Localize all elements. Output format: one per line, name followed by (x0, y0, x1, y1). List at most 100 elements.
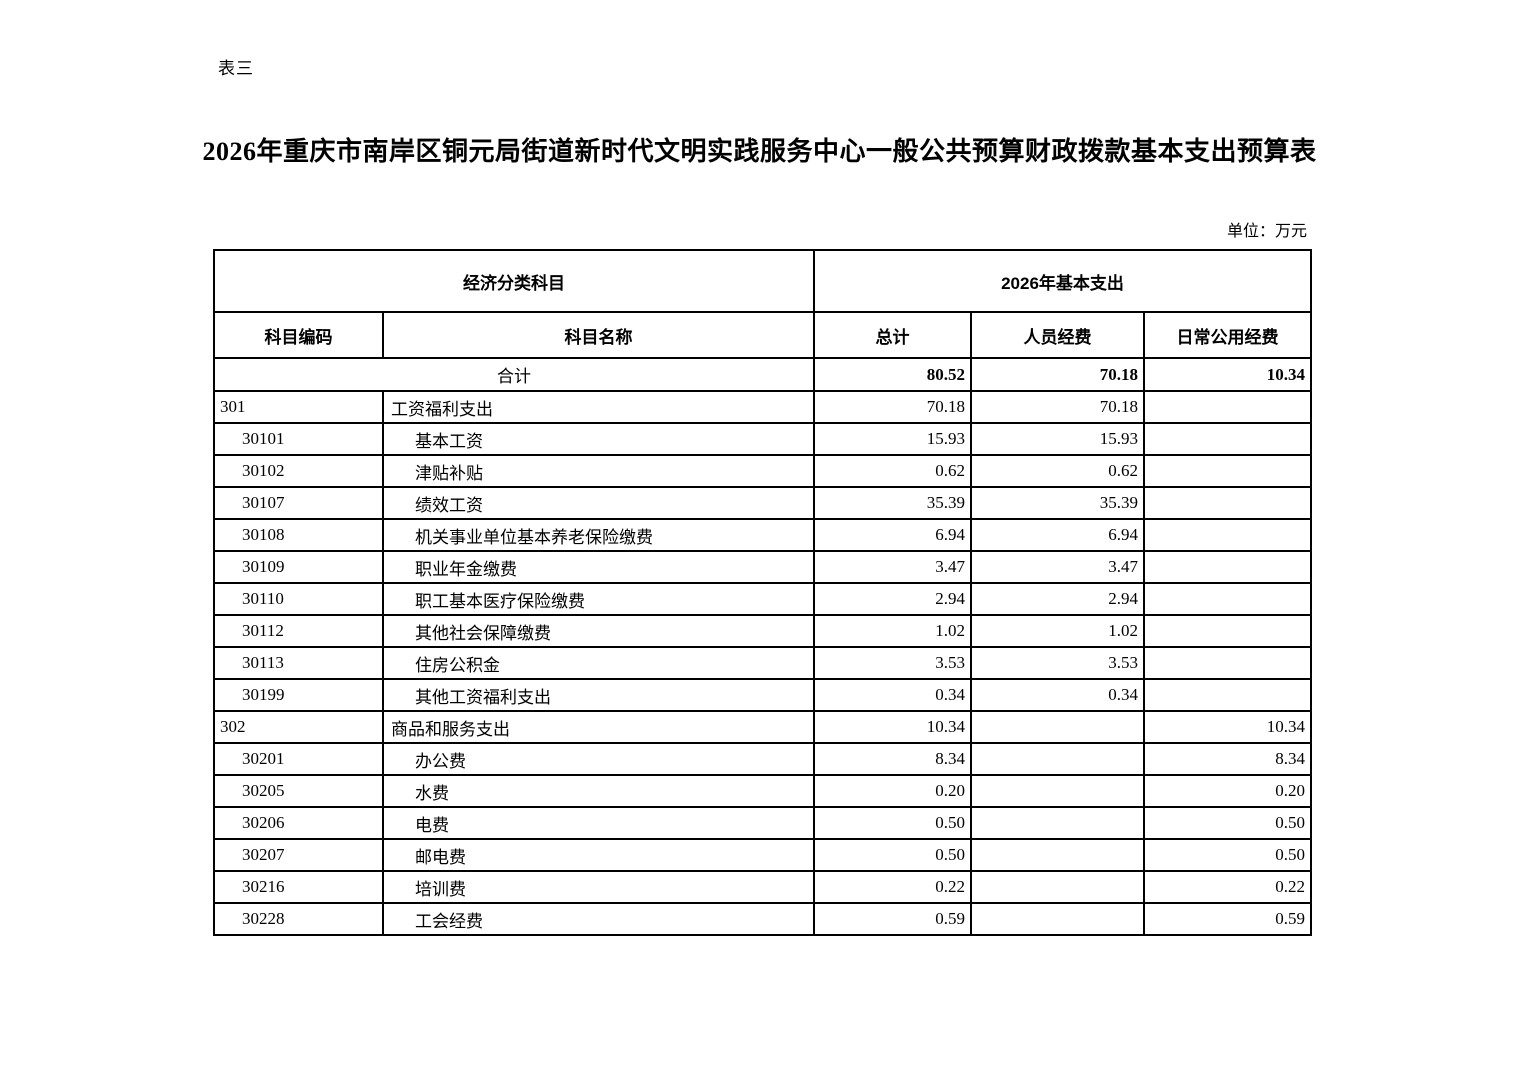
total-value: 0.59 (813, 902, 972, 936)
public-value (1143, 486, 1312, 520)
personnel-value: 2.94 (970, 582, 1145, 616)
subject-code: 30102 (213, 454, 384, 488)
table-row: 30113 住房公积金 3.53 3.53 (213, 646, 1312, 680)
total-value: 0.20 (813, 774, 972, 808)
personnel-value: 3.53 (970, 646, 1145, 680)
total-value: 70.18 (813, 390, 972, 424)
table-row: 30110 职工基本医疗保险缴费 2.94 2.94 (213, 582, 1312, 616)
subject-name: 绩效工资 (382, 486, 815, 520)
subject-code: 30206 (213, 806, 384, 840)
subject-code: 30107 (213, 486, 384, 520)
public-value (1143, 614, 1312, 648)
total-value: 8.34 (813, 742, 972, 776)
col-header-subject-name: 科目名称 (382, 311, 815, 359)
col-header-daily-public-expense: 日常公用经费 (1143, 311, 1312, 359)
total-value: 10.34 (813, 710, 972, 744)
page-title: 2026年重庆市南岸区铜元局街道新时代文明实践服务中心一般公共预算财政拨款基本支… (202, 137, 1317, 166)
total-value: 15.93 (813, 422, 972, 456)
header-economic-category: 经济分类科目 (213, 249, 815, 313)
table-row: 30207 邮电费 0.50 0.50 (213, 838, 1312, 872)
table-row: 30109 职业年金缴费 3.47 3.47 (213, 550, 1312, 584)
total-value: 3.47 (813, 550, 972, 584)
col-header-subject-code: 科目编码 (213, 311, 384, 359)
table-row: 30201 办公费 8.34 8.34 (213, 742, 1312, 776)
subject-name: 津贴补贴 (382, 454, 815, 488)
subject-code: 30109 (213, 550, 384, 584)
col-header-personnel-expense: 人员经费 (970, 311, 1145, 359)
subject-name: 基本工资 (382, 422, 815, 456)
subject-name: 职业年金缴费 (382, 550, 815, 584)
subject-code: 30201 (213, 742, 384, 776)
subject-code: 302 (213, 710, 384, 744)
total-value: 2.94 (813, 582, 972, 616)
public-value: 0.59 (1143, 902, 1312, 936)
public-value (1143, 646, 1312, 680)
total-value: 0.50 (813, 838, 972, 872)
personnel-value: 6.94 (970, 518, 1145, 552)
subject-name: 其他社会保障缴费 (382, 614, 815, 648)
personnel-value (970, 870, 1145, 904)
col-header-total: 总计 (813, 311, 972, 359)
subject-code: 30216 (213, 870, 384, 904)
table-row: 302 商品和服务支出 10.34 10.34 (213, 710, 1312, 744)
subject-name: 工会经费 (382, 902, 815, 936)
public-value: 8.34 (1143, 742, 1312, 776)
personnel-value: 0.34 (970, 678, 1145, 712)
public-value: 0.20 (1143, 774, 1312, 808)
personnel-value: 3.47 (970, 550, 1145, 584)
budget-table: 经济分类科目 2026年基本支出 科目编码 科目名称 总计 人员经费 日常公用经… (213, 249, 1312, 936)
personnel-value (970, 806, 1145, 840)
subject-name: 电费 (382, 806, 815, 840)
public-value: 10.34 (1143, 710, 1312, 744)
public-value (1143, 422, 1312, 456)
subject-code: 30108 (213, 518, 384, 552)
table-row: 30228 工会经费 0.59 0.59 (213, 902, 1312, 936)
subject-code: 30101 (213, 422, 384, 456)
personnel-value (970, 902, 1145, 936)
header-basic-expenditure-2026: 2026年基本支出 (813, 249, 1312, 313)
subject-code: 30113 (213, 646, 384, 680)
subject-code: 30205 (213, 774, 384, 808)
table-row: 30101 基本工资 15.93 15.93 (213, 422, 1312, 456)
table-label: 表三 (218, 59, 254, 78)
total-row-personnel-value: 70.18 (970, 357, 1145, 392)
subject-name: 住房公积金 (382, 646, 815, 680)
table-row: 30205 水费 0.20 0.20 (213, 774, 1312, 808)
public-value (1143, 454, 1312, 488)
subject-name: 工资福利支出 (382, 390, 815, 424)
personnel-value: 0.62 (970, 454, 1145, 488)
group-header-row: 经济分类科目 2026年基本支出 (213, 249, 1312, 313)
subject-name: 邮电费 (382, 838, 815, 872)
table-row: 30102 津贴补贴 0.62 0.62 (213, 454, 1312, 488)
personnel-value (970, 710, 1145, 744)
total-row-public-value: 10.34 (1143, 357, 1312, 392)
public-value: 0.50 (1143, 806, 1312, 840)
personnel-value: 35.39 (970, 486, 1145, 520)
personnel-value (970, 838, 1145, 872)
subject-name: 机关事业单位基本养老保险缴费 (382, 518, 815, 552)
subject-name: 培训费 (382, 870, 815, 904)
subject-code: 301 (213, 390, 384, 424)
public-value (1143, 582, 1312, 616)
table-row: 301 工资福利支出 70.18 70.18 (213, 390, 1312, 424)
subject-code: 30199 (213, 678, 384, 712)
table-row: 30199 其他工资福利支出 0.34 0.34 (213, 678, 1312, 712)
table-row: 30108 机关事业单位基本养老保险缴费 6.94 6.94 (213, 518, 1312, 552)
total-value: 0.22 (813, 870, 972, 904)
personnel-value: 70.18 (970, 390, 1145, 424)
table-row: 30112 其他社会保障缴费 1.02 1.02 (213, 614, 1312, 648)
subject-name: 职工基本医疗保险缴费 (382, 582, 815, 616)
total-row: 合计 80.52 70.18 10.34 (213, 357, 1312, 392)
personnel-value: 1.02 (970, 614, 1145, 648)
total-value: 0.34 (813, 678, 972, 712)
subject-code: 30207 (213, 838, 384, 872)
total-value: 35.39 (813, 486, 972, 520)
public-value (1143, 678, 1312, 712)
subject-name: 水费 (382, 774, 815, 808)
public-value (1143, 390, 1312, 424)
column-header-row: 科目编码 科目名称 总计 人员经费 日常公用经费 (213, 311, 1312, 359)
table-row: 30206 电费 0.50 0.50 (213, 806, 1312, 840)
table-row: 30107 绩效工资 35.39 35.39 (213, 486, 1312, 520)
table-row: 30216 培训费 0.22 0.22 (213, 870, 1312, 904)
